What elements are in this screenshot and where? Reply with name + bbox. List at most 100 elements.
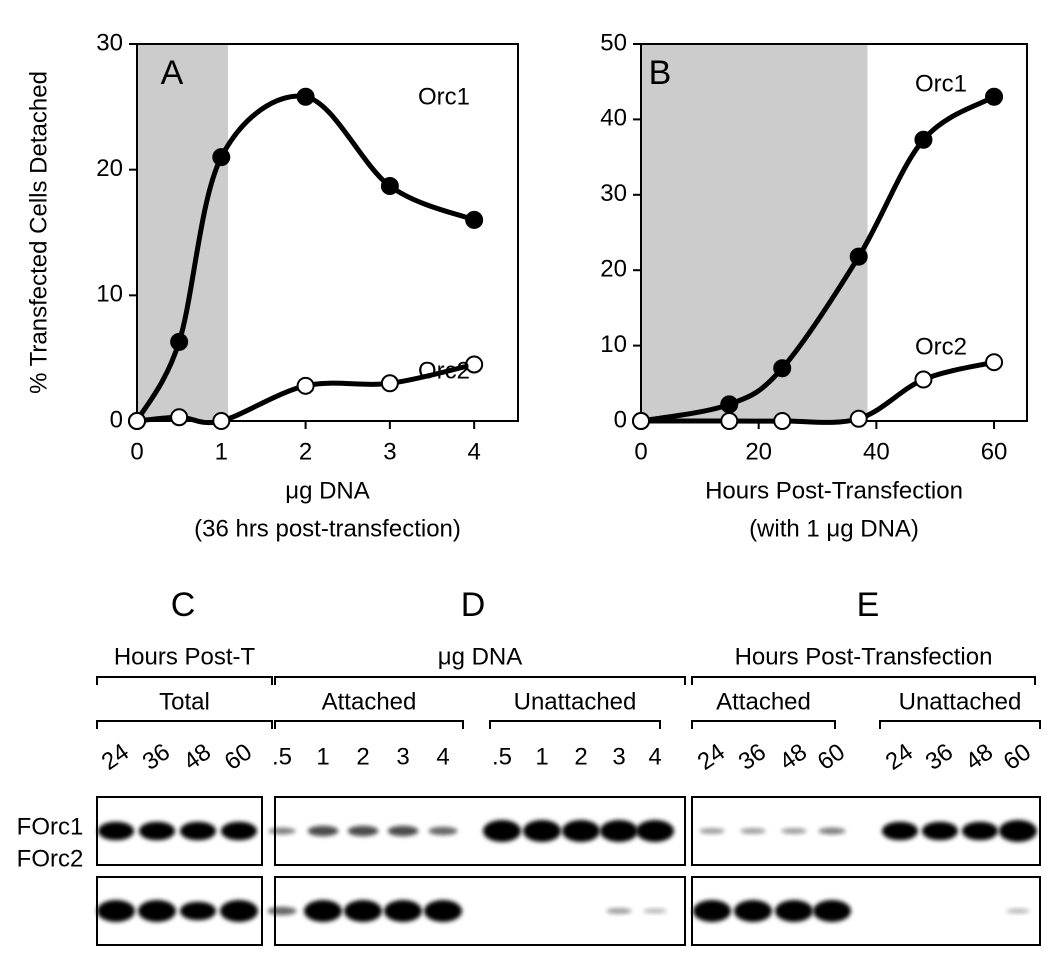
lane-label: 60 [813, 738, 850, 775]
data-point [380, 374, 399, 393]
lane-label: 4 [648, 743, 661, 770]
lane-label: .5 [272, 743, 292, 770]
lane-label: 2 [574, 743, 587, 770]
blot-frame [96, 796, 263, 866]
band [97, 821, 135, 841]
lane-label: 36 [138, 738, 175, 775]
group-label: Total [159, 688, 210, 715]
data-point [985, 87, 1004, 106]
panel-header: μg DNA [438, 643, 523, 670]
panel-header: Hours Post-Transfection [735, 643, 993, 670]
data-point [985, 353, 1004, 372]
bracket [691, 720, 836, 729]
series-label: Orc2 [418, 357, 470, 384]
lane-label: 2 [356, 743, 369, 770]
y-tick-label: 10 [600, 331, 627, 358]
lane-label: 60 [999, 738, 1036, 775]
data-point [914, 370, 933, 389]
band [483, 820, 521, 842]
lane-label: 3 [612, 743, 625, 770]
y-tick-label: 20 [96, 155, 123, 182]
band [781, 828, 807, 834]
x-axis-label: (with 1 μg DNA) [749, 515, 919, 542]
x-axis-label: μg DNA [285, 477, 370, 504]
band [97, 900, 135, 922]
y-tick-label: 40 [600, 105, 627, 132]
bracket [96, 676, 273, 685]
series-label: Orc1 [915, 70, 967, 97]
band [961, 821, 999, 841]
blot-frame [274, 876, 686, 946]
data-point [296, 376, 315, 395]
band [1006, 908, 1030, 914]
band [734, 900, 772, 922]
band [606, 908, 632, 914]
data-point [849, 247, 868, 266]
data-point [720, 412, 739, 430]
x-tick-label: 4 [467, 438, 480, 465]
lane-label: .5 [492, 743, 512, 770]
panel-letter: C [171, 586, 196, 624]
data-point [170, 332, 189, 351]
x-tick-label: 2 [299, 438, 312, 465]
data-point [212, 412, 231, 430]
lane-label: 48 [179, 738, 216, 775]
lane-label: 48 [961, 738, 998, 775]
data-point [632, 412, 650, 430]
x-tick-label: 1 [215, 438, 228, 465]
data-point [720, 395, 739, 414]
plot-frame [136, 43, 519, 422]
data-point [914, 130, 933, 149]
blot-frame [96, 876, 263, 946]
bracket [96, 720, 273, 729]
row-label: FOrc1 [17, 813, 84, 840]
bracket [274, 720, 464, 729]
x-tick-label: 60 [981, 438, 1008, 465]
x-tick-label: 40 [863, 438, 890, 465]
y-axis-label: % Transfected Cells Detached [25, 71, 52, 394]
x-axis-label: (36 hrs post-transfection) [194, 515, 461, 542]
blot-frame [274, 796, 686, 866]
lane-label: 24 [97, 738, 134, 775]
data-point [212, 148, 231, 167]
bracket [489, 720, 661, 729]
band [387, 825, 419, 837]
lane-label: 1 [535, 743, 548, 770]
panel-letter: D [461, 586, 486, 624]
lane-label: 60 [220, 738, 257, 775]
panel-letter: E [857, 586, 880, 624]
x-tick-label: 0 [130, 438, 143, 465]
panel-header: Hours Post-T [114, 643, 256, 670]
y-tick-label: 0 [110, 406, 123, 433]
lane-label: 24 [693, 738, 730, 775]
data-point [170, 408, 189, 427]
x-tick-label: 20 [745, 438, 772, 465]
band [813, 900, 851, 922]
blot-frame [691, 876, 1041, 946]
band [179, 821, 217, 841]
band [304, 900, 342, 922]
data-point [849, 409, 868, 428]
row-label: FOrc2 [17, 845, 84, 872]
series-label: Orc1 [418, 83, 470, 110]
band [636, 820, 674, 842]
bracket [879, 720, 1041, 729]
band [220, 821, 258, 841]
band [138, 821, 176, 841]
y-tick-label: 10 [96, 281, 123, 308]
y-tick-label: 20 [600, 256, 627, 283]
band [600, 820, 638, 842]
data-point [465, 210, 484, 229]
shaded-region [137, 44, 229, 421]
band [428, 826, 458, 836]
band [344, 900, 382, 922]
x-tick-label: 0 [634, 438, 647, 465]
band [775, 900, 813, 922]
band [921, 821, 959, 841]
data-point [773, 412, 792, 430]
data-point [380, 177, 399, 196]
data-point [465, 355, 484, 374]
bracket [274, 676, 686, 685]
band [643, 908, 667, 914]
